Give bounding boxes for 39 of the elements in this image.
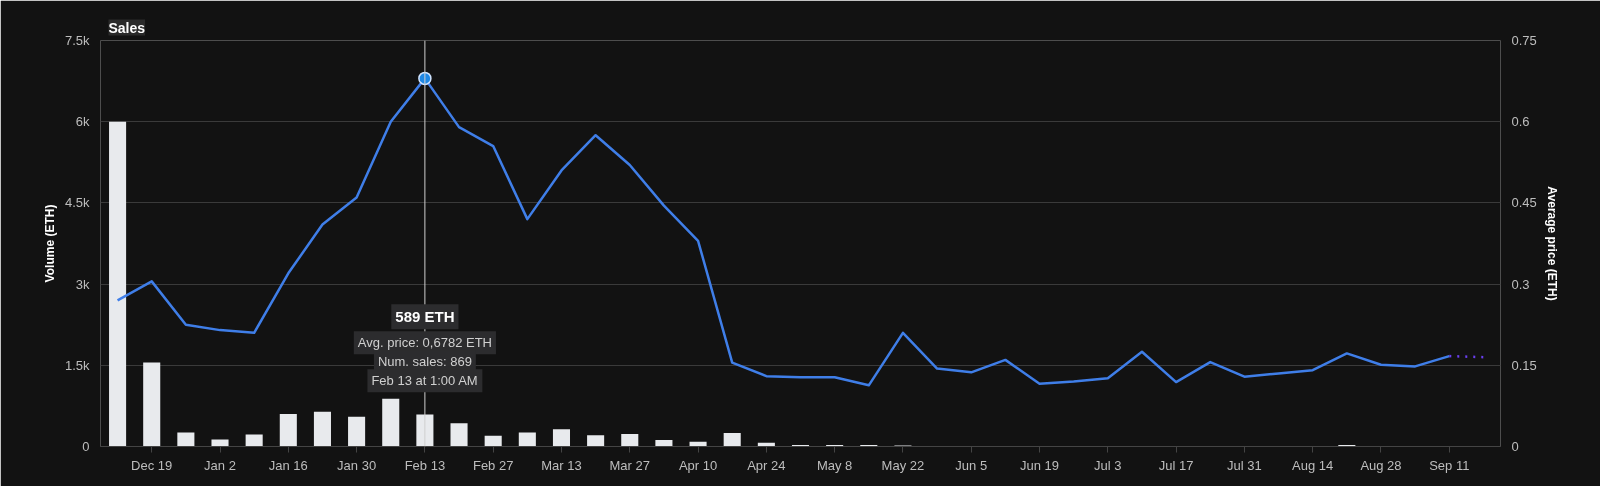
x-tick-label: May 8 — [816, 457, 853, 473]
x-tick-label: May 22 — [881, 457, 925, 473]
x-tick-label: Feb 27 — [472, 457, 514, 473]
x-tick-label: Dec 19 — [131, 457, 173, 473]
x-tick-label: Jan 2 — [204, 457, 236, 473]
y-tick-label: 4.5k — [64, 195, 90, 211]
y-tick-label: 1.5k — [64, 357, 90, 373]
y2-tick-label: 0.45 — [1511, 195, 1537, 211]
x-tick-label: Aug 14 — [1292, 457, 1334, 473]
y-tick-label: 3k — [75, 276, 90, 292]
y2-tick-label: 0 — [1511, 439, 1519, 454]
x-tick-label: Jan 30 — [337, 457, 377, 473]
annotation: Feb 13 at 1:00 AM — [371, 373, 478, 389]
y2-tick-label: 0.3 — [1511, 276, 1530, 292]
x-tick-label: Jul 3 — [1094, 457, 1122, 473]
x-tick-label: Mar 13 — [541, 457, 582, 473]
x-tick-label: Jun 19 — [1020, 457, 1060, 473]
y-axis-title: Volume (ETH) — [42, 204, 57, 283]
y2-tick-label: 0.15 — [1511, 357, 1537, 373]
y-tick-label: 7.5k — [64, 33, 90, 48]
x-tick-label: Jul 31 — [1227, 457, 1262, 473]
annotation: Avg. price: 0,6782 ETH — [357, 335, 492, 351]
x-tick-label: Mar 27 — [609, 457, 651, 473]
y2-axis-title: Average price (ETH) — [1544, 186, 1559, 301]
x-tick-label: Feb 13 — [404, 457, 446, 473]
x-tick-label: Jul 17 — [1158, 457, 1194, 473]
y2-tick-label: 0.75 — [1511, 33, 1537, 48]
y-tick-label: 0 — [82, 439, 90, 454]
x-tick-label: Jan 16 — [268, 457, 308, 473]
x-tick-label: Aug 28 — [1360, 457, 1402, 473]
x-tick-label: Apr 10 — [678, 457, 718, 473]
annotation: Num. sales: 869 — [377, 354, 472, 370]
annotation: 589 ETH — [395, 308, 455, 326]
chart-title: Sales — [108, 19, 146, 36]
y-tick-label: 6k — [75, 114, 90, 130]
x-tick-label: Apr 24 — [747, 457, 786, 473]
x-tick-label: Sep 11 — [1429, 457, 1470, 473]
x-tick-label: Jun 5 — [955, 457, 988, 473]
y2-tick-label: 0.6 — [1511, 114, 1530, 130]
